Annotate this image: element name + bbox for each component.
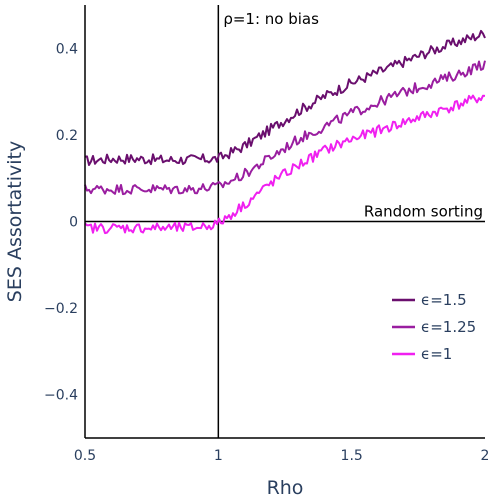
axes: 0.5 1 1.5 2 −0.4 −0.2 0 0.2 0.4 (44, 5, 489, 464)
y-tick-label: 0.4 (56, 41, 78, 57)
legend[interactable]: ϵ=1.5 ϵ=1.25 ϵ=1 (392, 291, 476, 363)
y-tick-label: 0.2 (56, 128, 78, 144)
series-line-0 (84, 29, 486, 166)
y-tick-label: 0 (69, 215, 78, 231)
legend-label: ϵ=1.5 (421, 291, 467, 309)
series-line-1 (84, 60, 486, 196)
series-layer (84, 29, 486, 235)
x-tick-label: 2 (481, 448, 490, 464)
x-tick-label: 1.5 (341, 448, 363, 464)
random-sorting-label: Random sorting (364, 203, 483, 221)
legend-item-1[interactable]: ϵ=1.25 (392, 318, 476, 336)
series-line-2 (84, 94, 486, 235)
x-tick-label: 0.5 (74, 448, 96, 464)
legend-label: ϵ=1 (421, 345, 452, 363)
x-axis-title: Rho (267, 477, 304, 499)
x-tick-label: 1 (214, 448, 223, 464)
legend-item-2[interactable]: ϵ=1 (392, 345, 452, 363)
legend-item-0[interactable]: ϵ=1.5 (392, 291, 467, 309)
y-tick-label: −0.4 (44, 388, 78, 404)
y-axis-title: SES Assortativity (4, 141, 26, 302)
legend-label: ϵ=1.25 (421, 318, 476, 336)
no-bias-label: ρ=1: no bias (223, 10, 319, 28)
y-tick-label: −0.2 (44, 301, 78, 317)
annotations: ρ=1: no bias Random sorting (85, 5, 485, 438)
